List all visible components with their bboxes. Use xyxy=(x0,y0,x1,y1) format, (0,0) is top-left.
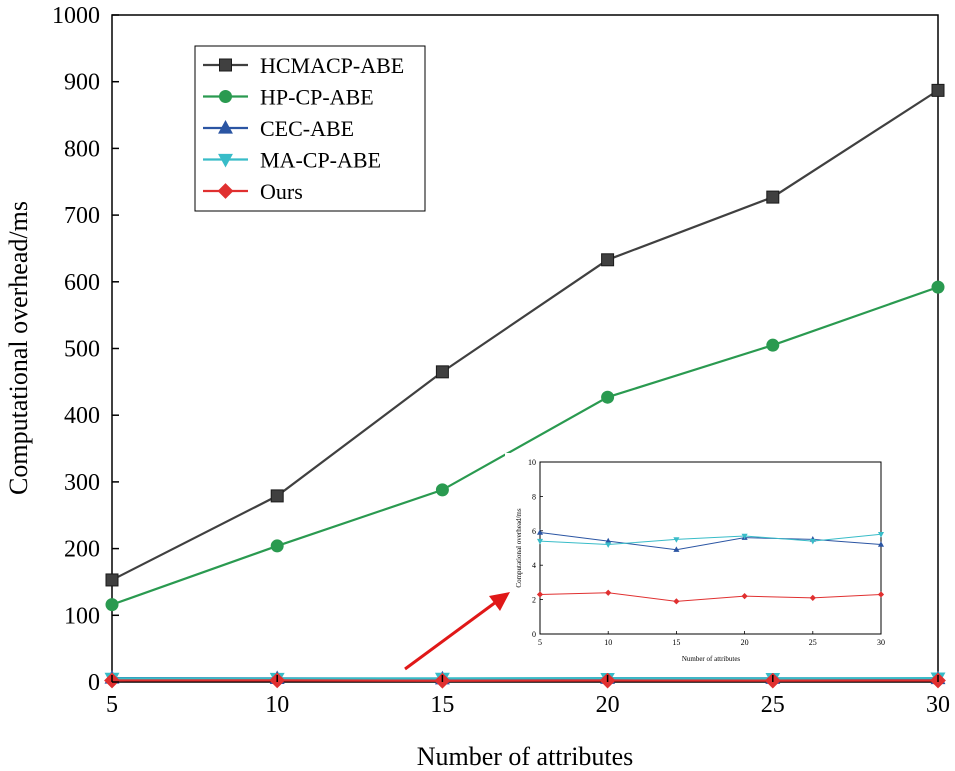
legend-marker-hcmacp-abe xyxy=(219,58,232,72)
data-point-hp-cp-abe xyxy=(435,483,449,497)
series-line-hcmacp-abe xyxy=(111,89,939,581)
main-plot: 5 10 15 20 25 30 0100200300400500600700800900… xyxy=(4,3,950,771)
inset-y-axis-title: Computational overhead/ms xyxy=(515,508,523,587)
x-tick-label: 10 xyxy=(604,638,612,647)
y-tick-label: 100 xyxy=(64,603,100,629)
inset-background xyxy=(505,453,910,673)
series-line-ma-cp-abe xyxy=(539,533,882,546)
x-tick-label: 5 xyxy=(538,638,542,647)
x-tick-label: 30 xyxy=(926,692,950,718)
x-tick-label: 15 xyxy=(430,692,454,718)
y-tick-label: 6 xyxy=(532,527,536,536)
data-point-hcmacp-abe xyxy=(105,573,119,587)
legend-label-ma-cp-abe: MA-CP-ABE xyxy=(260,148,381,173)
data-point-ma-cp-abe xyxy=(741,533,748,540)
data-point-ours xyxy=(809,594,816,601)
legend-label-hcmacp-abe: HCMACP-ABE xyxy=(260,53,404,78)
legend-label-hp-cp-abe: HP-CP-ABE xyxy=(260,85,374,110)
x-tick-label: 10 xyxy=(265,692,289,718)
legend-label-cec-abe: CEC-ABE xyxy=(260,116,354,141)
y-tick-label: 8 xyxy=(532,492,536,501)
arrow-head xyxy=(489,592,510,611)
y-tick-label: 600 xyxy=(64,270,100,296)
y-tick-label: 500 xyxy=(64,337,100,363)
data-point-ma-cp-abe xyxy=(877,532,885,538)
data-point-hcmacp-abe xyxy=(931,83,945,97)
data-point-ma-cp-abe xyxy=(809,538,816,545)
data-point-hcmacp-abe xyxy=(270,489,284,503)
data-point-ma-cp-abe xyxy=(536,538,544,545)
arrow-shaft xyxy=(404,600,497,671)
data-point-hp-cp-abe xyxy=(931,280,945,294)
data-point-ma-cp-abe xyxy=(605,542,612,548)
x-tick-label: 15 xyxy=(672,638,680,647)
y-tick-label: 900 xyxy=(64,70,100,96)
x-tick-label: 5 xyxy=(106,692,118,718)
y-tick-label: 0 xyxy=(532,630,536,639)
legend-label-ours: Ours xyxy=(260,179,303,204)
inset-x-ticks: 5 10 15 20 25 30 xyxy=(538,631,885,647)
data-point-ours xyxy=(605,589,612,596)
series-line-hp-cp-abe xyxy=(111,286,939,606)
x-tick-label: 25 xyxy=(809,638,817,647)
data-point-hp-cp-abe xyxy=(105,598,119,612)
y-tick-label: 300 xyxy=(64,470,100,496)
y-tick-label: 800 xyxy=(64,136,100,162)
main-x-axis-title: Number of attributes xyxy=(417,742,634,771)
data-point-cec-abe xyxy=(877,541,885,547)
legend-marker-hp-cp-abe xyxy=(219,90,232,103)
data-point-hcmacp-abe xyxy=(601,253,615,267)
y-tick-label: 400 xyxy=(64,403,100,429)
inset-plot: 5 10 15 20 25 30 0 2 4 6 8 10 Number of attributes… xyxy=(505,453,910,673)
y-tick-label: 200 xyxy=(64,537,100,563)
x-tick-label: 20 xyxy=(741,638,749,647)
main-x-ticks: 5 10 15 20 25 30 xyxy=(106,675,950,718)
data-point-ours xyxy=(741,593,748,600)
y-tick-label: 10 xyxy=(528,458,536,467)
zoom-arrow xyxy=(404,592,510,671)
inset-series-lines xyxy=(539,532,882,602)
data-point-ours xyxy=(673,598,680,605)
inset-series-markers xyxy=(536,529,885,605)
data-point-hcmacp-abe xyxy=(766,190,780,204)
data-point-cec-abe xyxy=(673,546,680,552)
y-tick-label: 2 xyxy=(532,596,536,605)
data-point-ours xyxy=(877,591,885,598)
legend-marker-cec-abe xyxy=(218,120,233,134)
y-tick-label: 700 xyxy=(64,203,100,229)
data-point-hp-cp-abe xyxy=(766,338,780,352)
data-point-ours xyxy=(536,591,544,598)
legend-marker-ma-cp-abe xyxy=(218,153,233,168)
x-tick-label: 25 xyxy=(761,692,785,718)
inset-plot-frame xyxy=(539,461,882,635)
main-y-axis-title: Computational overhead/ms xyxy=(4,201,33,495)
data-point-ma-cp-abe xyxy=(673,537,680,543)
data-point-hp-cp-abe xyxy=(601,390,615,404)
main-y-ticks: 0 100 200 300 400 500 600 700 800 900 1000 xyxy=(52,3,119,696)
data-point-hp-cp-abe xyxy=(270,539,284,553)
y-tick-label: 4 xyxy=(532,561,536,570)
series-line-ours xyxy=(539,592,882,602)
legend: HCMACP-ABE HP-CP-ABE CEC-ABE MA-CP-ABE Ours xyxy=(194,45,426,212)
y-tick-label: 0 xyxy=(88,670,100,696)
legend-marker-ours xyxy=(217,183,234,199)
inset-y-ticks: 0 2 4 6 8 10 xyxy=(528,458,543,639)
x-tick-label: 30 xyxy=(877,638,885,647)
y-tick-label: 1000 xyxy=(52,3,100,29)
data-point-cec-abe xyxy=(536,529,544,535)
inset-x-axis-title: Number of attributes xyxy=(682,655,741,663)
data-point-hcmacp-abe xyxy=(435,365,449,379)
x-tick-label: 20 xyxy=(596,692,620,718)
main-series-lines xyxy=(111,89,939,682)
